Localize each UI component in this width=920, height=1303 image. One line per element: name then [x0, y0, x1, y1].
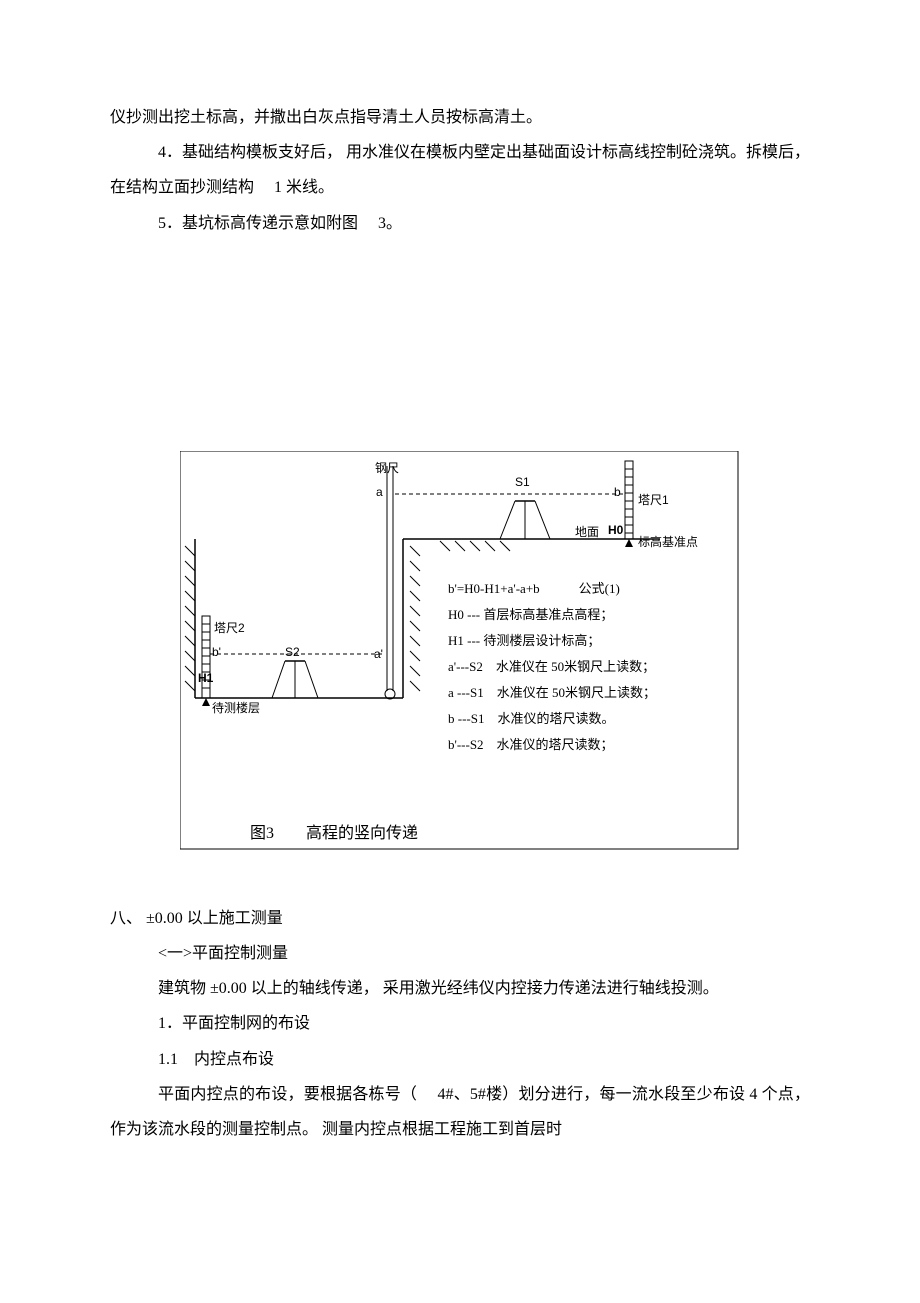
- legend-line-3: H1 --- 待测楼层设计标高；: [448, 628, 656, 654]
- label-h0: H0: [608, 523, 623, 537]
- paragraph-3: 5．基坑标高传递示意如附图 3。: [110, 206, 810, 241]
- label-a: a: [376, 485, 383, 499]
- figure-legend: b'=H0-H1+a'-a+b 公式(1) H0 --- 首层标高基准点高程； …: [448, 576, 656, 758]
- legend-line-2: H0 --- 首层标高基准点高程；: [448, 602, 656, 628]
- paragraph-6: 1.1 内控点布设: [110, 1042, 810, 1077]
- legend-line-6: b ---S1 水准仪的塔尺读数。: [448, 706, 656, 732]
- figure-3: 钢尺 S1 a b 塔尺1 地面 H0 标高基准点 塔尺2 b' S2 a' H…: [180, 451, 740, 851]
- paragraph-1: 仪抄测出挖土标高，并撒出白灰点指导清土人员按标高清土。: [110, 100, 810, 135]
- label-dimian: 地面: [575, 523, 599, 540]
- paragraph-2: 4．基础结构模板支好后， 用水准仪在模板内壁定出基础面设计标高线控制砼浇筑。拆模…: [110, 135, 810, 205]
- paragraph-5: 1．平面控制网的布设: [110, 1006, 810, 1041]
- legend-line-4: a'---S2 水准仪在 50米钢尺上读数；: [448, 654, 656, 680]
- subsection-1: <一>平面控制测量: [110, 936, 810, 971]
- legend-line-1: b'=H0-H1+a'-a+b 公式(1): [448, 576, 656, 602]
- label-gangchi: 钢尺: [375, 459, 399, 476]
- label-bprime: b': [212, 645, 221, 659]
- figure-caption: 图3 高程的竖向传递: [250, 819, 418, 843]
- label-s2: S2: [285, 645, 300, 659]
- section-8-heading: 八、 ±0.00 以上施工测量: [110, 901, 810, 936]
- label-aprime: a': [374, 647, 383, 661]
- label-b: b: [614, 485, 621, 499]
- label-h1: H1: [198, 671, 213, 685]
- label-tachi1: 塔尺1: [638, 491, 669, 508]
- label-s1: S1: [515, 475, 530, 489]
- label-daice: 待测楼层: [212, 699, 260, 716]
- legend-line-5: a ---S1 水准仪在 50米钢尺上读数；: [448, 680, 656, 706]
- paragraph-4: 建筑物 ±0.00 以上的轴线传递， 采用激光经纬仪内控接力传递法进行轴线投测。: [110, 971, 810, 1006]
- label-jizhun: 标高基准点: [638, 533, 698, 550]
- paragraph-7: 平面内控点的布设，要根据各栋号（ 4#、5#楼）划分进行，每一流水段至少布设 4…: [110, 1077, 810, 1147]
- document-page: 仪抄测出挖土标高，并撒出白灰点指导清土人员按标高清土。 4．基础结构模板支好后，…: [0, 0, 920, 1303]
- legend-line-7: b'---S2 水准仪的塔尺读数；: [448, 732, 656, 758]
- label-tachi2: 塔尺2: [214, 619, 245, 636]
